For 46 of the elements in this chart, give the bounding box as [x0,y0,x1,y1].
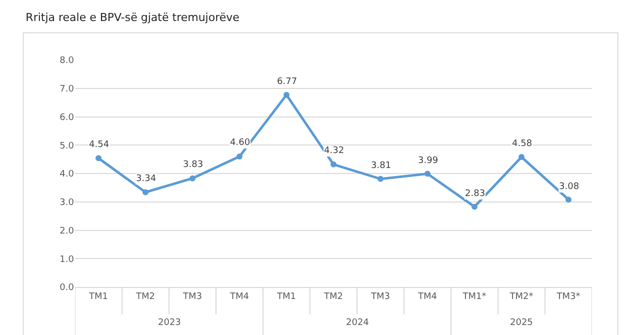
x-tick-label: TM4 [417,292,438,302]
data-label: 3.34 [136,174,156,184]
x-tick-label: TM1 [276,292,296,302]
x-tick-label: TM4 [229,292,250,302]
data-label: 4.58 [512,139,532,149]
point [284,92,290,98]
y-tick-label: 2.0 [60,226,74,236]
point [424,170,430,177]
point [472,204,478,210]
point [518,154,524,160]
x-tick-label: TM3* [556,292,581,302]
x-tick-label: TM2* [508,292,534,302]
data-label: 3.99 [418,156,438,166]
data-label: 4.54 [89,140,110,150]
text: 2023 [158,318,181,328]
point [330,161,336,168]
x-tick-label: TM1 [88,292,108,302]
text: 2024 [346,318,370,328]
y-tick-label: 6.0 [60,112,74,123]
data-label: 4.32 [324,146,344,156]
point [378,176,384,182]
data-label: 3.08 [559,182,580,192]
text: 2025 [510,318,533,328]
data-label: 3.81 [371,161,392,171]
y-tick-label: 0.0 [60,283,74,294]
y-tick-label: 3.0 [60,198,74,208]
x-tick-label: TM2 [135,292,155,302]
x-tick-label: TM1* [462,292,487,302]
data-label: 2.83 [465,189,486,199]
data-label: 3.83 [183,160,204,170]
point [566,196,572,203]
x-tick-label: TM3 [182,292,202,302]
data-label: 4.60 [230,138,250,148]
chart-title: Rritja reale e BPV-së gjatë tremujorëve [26,11,240,24]
point [236,153,242,160]
x-tick-label: TM2 [323,292,343,302]
x-tick-label: TM3 [370,292,390,302]
point [190,175,196,182]
point [96,155,102,162]
point [142,189,148,196]
data-label: 6.77 [277,77,298,87]
y-tick-label: 5.0 [60,141,74,152]
y-tick-label: 4.0 [60,170,74,180]
y-tick-label: 7.0 [60,84,74,95]
y-tick-label: 1.0 [60,254,74,265]
y-tick-label: 8.0 [60,56,74,66]
